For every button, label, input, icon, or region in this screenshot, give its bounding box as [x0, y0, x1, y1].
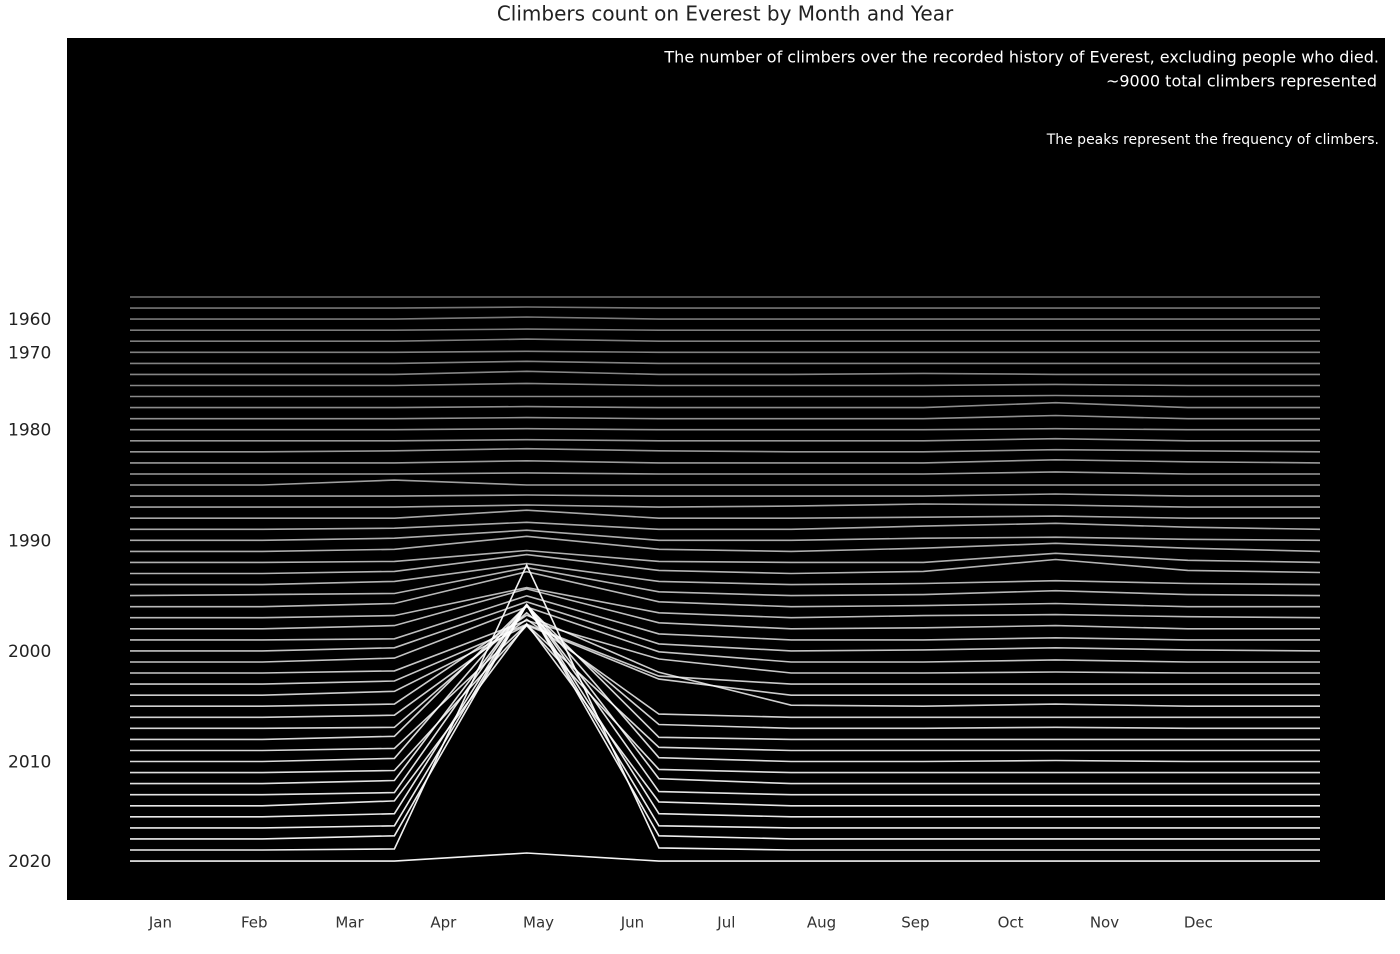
ridge-line — [130, 563, 1320, 851]
ridge-line — [130, 316, 1320, 320]
ridge-line — [130, 606, 1320, 663]
ridge-line — [130, 611, 1320, 730]
y-tick-label: 2000 — [8, 642, 51, 662]
ridge-line — [130, 623, 1320, 752]
ridge-line — [130, 623, 1320, 685]
ridge-line — [130, 529, 1321, 542]
ridge-line — [130, 350, 1320, 354]
ridge-line — [130, 503, 1320, 508]
ridge-line — [130, 604, 1320, 741]
ridge-line — [130, 437, 1320, 442]
y-tick-label: 2010 — [8, 753, 51, 773]
ridge-line — [130, 562, 1321, 586]
ridge-line — [130, 603, 1320, 818]
y-tick-label: 1990 — [8, 531, 51, 551]
ridge-line — [130, 603, 1320, 763]
ridge-line — [130, 471, 1320, 475]
ridge-line — [130, 338, 1320, 342]
ridge-line — [130, 852, 1320, 862]
ridge-line — [130, 603, 1320, 796]
y-tick-label: 1960 — [8, 310, 51, 330]
ridge-line — [130, 570, 1320, 608]
x-tick-label: Nov — [1090, 914, 1119, 932]
x-tick-label: Feb — [241, 914, 268, 932]
x-tick-label: Sep — [901, 914, 929, 932]
ridge-line — [130, 588, 1320, 630]
plot-area — [67, 38, 1385, 900]
annotation: The number of climbers over the recorded… — [663, 48, 1379, 67]
ridge-line — [130, 394, 1320, 398]
ridge-line — [130, 382, 1320, 387]
ridge-line — [130, 624, 1320, 696]
x-tick-label: Jun — [620, 914, 644, 932]
ridge-line — [130, 360, 1320, 365]
ridge-line — [130, 458, 1321, 464]
ridge-line — [130, 619, 1320, 674]
y-tick-label: 1980 — [8, 421, 51, 441]
x-tick-label: Aug — [807, 914, 836, 932]
x-tick-label: Dec — [1184, 914, 1213, 932]
ridge-line — [130, 328, 1320, 331]
x-tick-label: Oct — [998, 914, 1024, 932]
ridge-line — [130, 414, 1320, 420]
annotation: ~9000 total climbers represented — [1106, 72, 1377, 91]
ridge-line — [130, 447, 1321, 453]
ridge-line — [129, 566, 1321, 597]
ridge-line — [130, 622, 1320, 807]
ridge-line — [130, 549, 1321, 564]
y-tick-label: 1970 — [8, 343, 51, 363]
x-tick-label: Apr — [430, 914, 457, 932]
ridge-line — [130, 603, 1320, 785]
ridge-line — [130, 493, 1320, 497]
x-tick-label: Jul — [716, 914, 735, 932]
x-tick-label: Jan — [148, 914, 172, 932]
ridge-line — [130, 586, 1321, 619]
chart-title: Climbers count on Everest by Month and Y… — [497, 2, 954, 26]
ridge-line — [130, 370, 1320, 376]
x-tick-label: Mar — [335, 914, 364, 932]
ridge-line — [130, 306, 1320, 309]
ridge-line — [130, 601, 1321, 652]
ridge-line — [130, 521, 1321, 531]
y-tick-label: 2020 — [8, 852, 51, 872]
ridge-line — [130, 553, 1321, 575]
ridge-line — [130, 614, 1320, 708]
ridge-line — [130, 479, 1320, 486]
annotation: The peaks represent the frequency of cli… — [1046, 132, 1379, 148]
ridge-line — [130, 594, 1320, 641]
ridge-line — [130, 427, 1320, 431]
ridge-line — [130, 603, 1320, 829]
ridge-line — [130, 618, 1320, 719]
ridge-line — [130, 509, 1320, 519]
ridge-line — [130, 603, 1320, 840]
x-tick-label: May — [523, 914, 554, 932]
ridge-line — [130, 401, 1320, 409]
ridge-line — [130, 624, 1320, 774]
ridge-line — [130, 535, 1321, 553]
